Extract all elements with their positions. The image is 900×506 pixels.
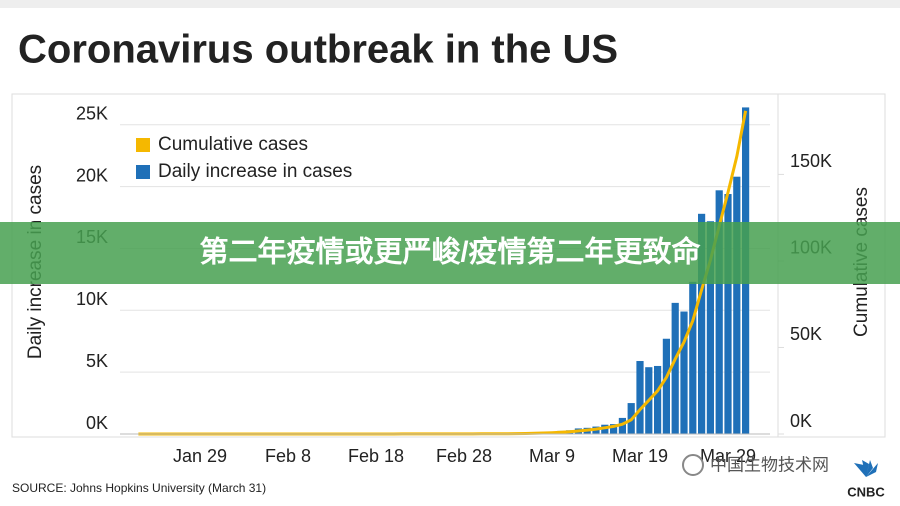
y-tick-label: 25K <box>76 103 108 123</box>
bar <box>733 176 741 434</box>
bar <box>715 190 723 434</box>
top-strip <box>0 0 900 8</box>
banner <box>0 222 900 284</box>
x-tick-label: Mar 19 <box>612 446 668 466</box>
bar <box>636 361 644 434</box>
bar <box>618 417 626 434</box>
x-tick-label: Mar 29 <box>700 446 756 466</box>
y-tick-label: 0K <box>86 413 108 433</box>
bar <box>698 213 706 434</box>
bar <box>610 424 618 434</box>
banner-text: 第二年疫情或更严峻/疫情第二年更致命 <box>199 235 701 269</box>
logo: CNBC <box>847 484 885 499</box>
watermark: 中国生物技术网 <box>710 455 829 474</box>
watermark-icon <box>682 454 704 476</box>
bar <box>662 338 670 434</box>
x-tick-label: Jan 29 <box>173 446 227 466</box>
y-tick-label: 10K <box>76 289 108 309</box>
x-tick-label: Feb 8 <box>265 446 311 466</box>
legend-label: Daily increase in cases <box>158 161 352 182</box>
y-tick-label: 20K <box>76 165 108 185</box>
y-tick-label: 5K <box>86 351 108 371</box>
y2-tick-label: 50K <box>790 324 822 344</box>
bar <box>654 365 662 434</box>
x-tick-label: Mar 9 <box>529 446 575 466</box>
y2-tick-label: 0K <box>790 411 812 431</box>
bar <box>601 424 609 434</box>
x-tick-label: Feb 28 <box>436 446 492 466</box>
legend-swatch <box>136 165 150 179</box>
bar <box>689 281 697 434</box>
bar <box>680 311 688 434</box>
y2-tick-label: 150K <box>790 151 832 171</box>
source: SOURCE: Johns Hopkins University (March … <box>12 481 266 495</box>
chart-title: Coronavirus outbreak in the US <box>18 28 618 72</box>
bar <box>706 221 714 434</box>
legend-swatch <box>136 138 150 152</box>
bar <box>724 194 732 434</box>
logo-icon <box>854 460 878 477</box>
x-tick-label: Feb 18 <box>348 446 404 466</box>
legend-label: Cumulative cases <box>158 134 308 155</box>
bar <box>671 302 679 434</box>
